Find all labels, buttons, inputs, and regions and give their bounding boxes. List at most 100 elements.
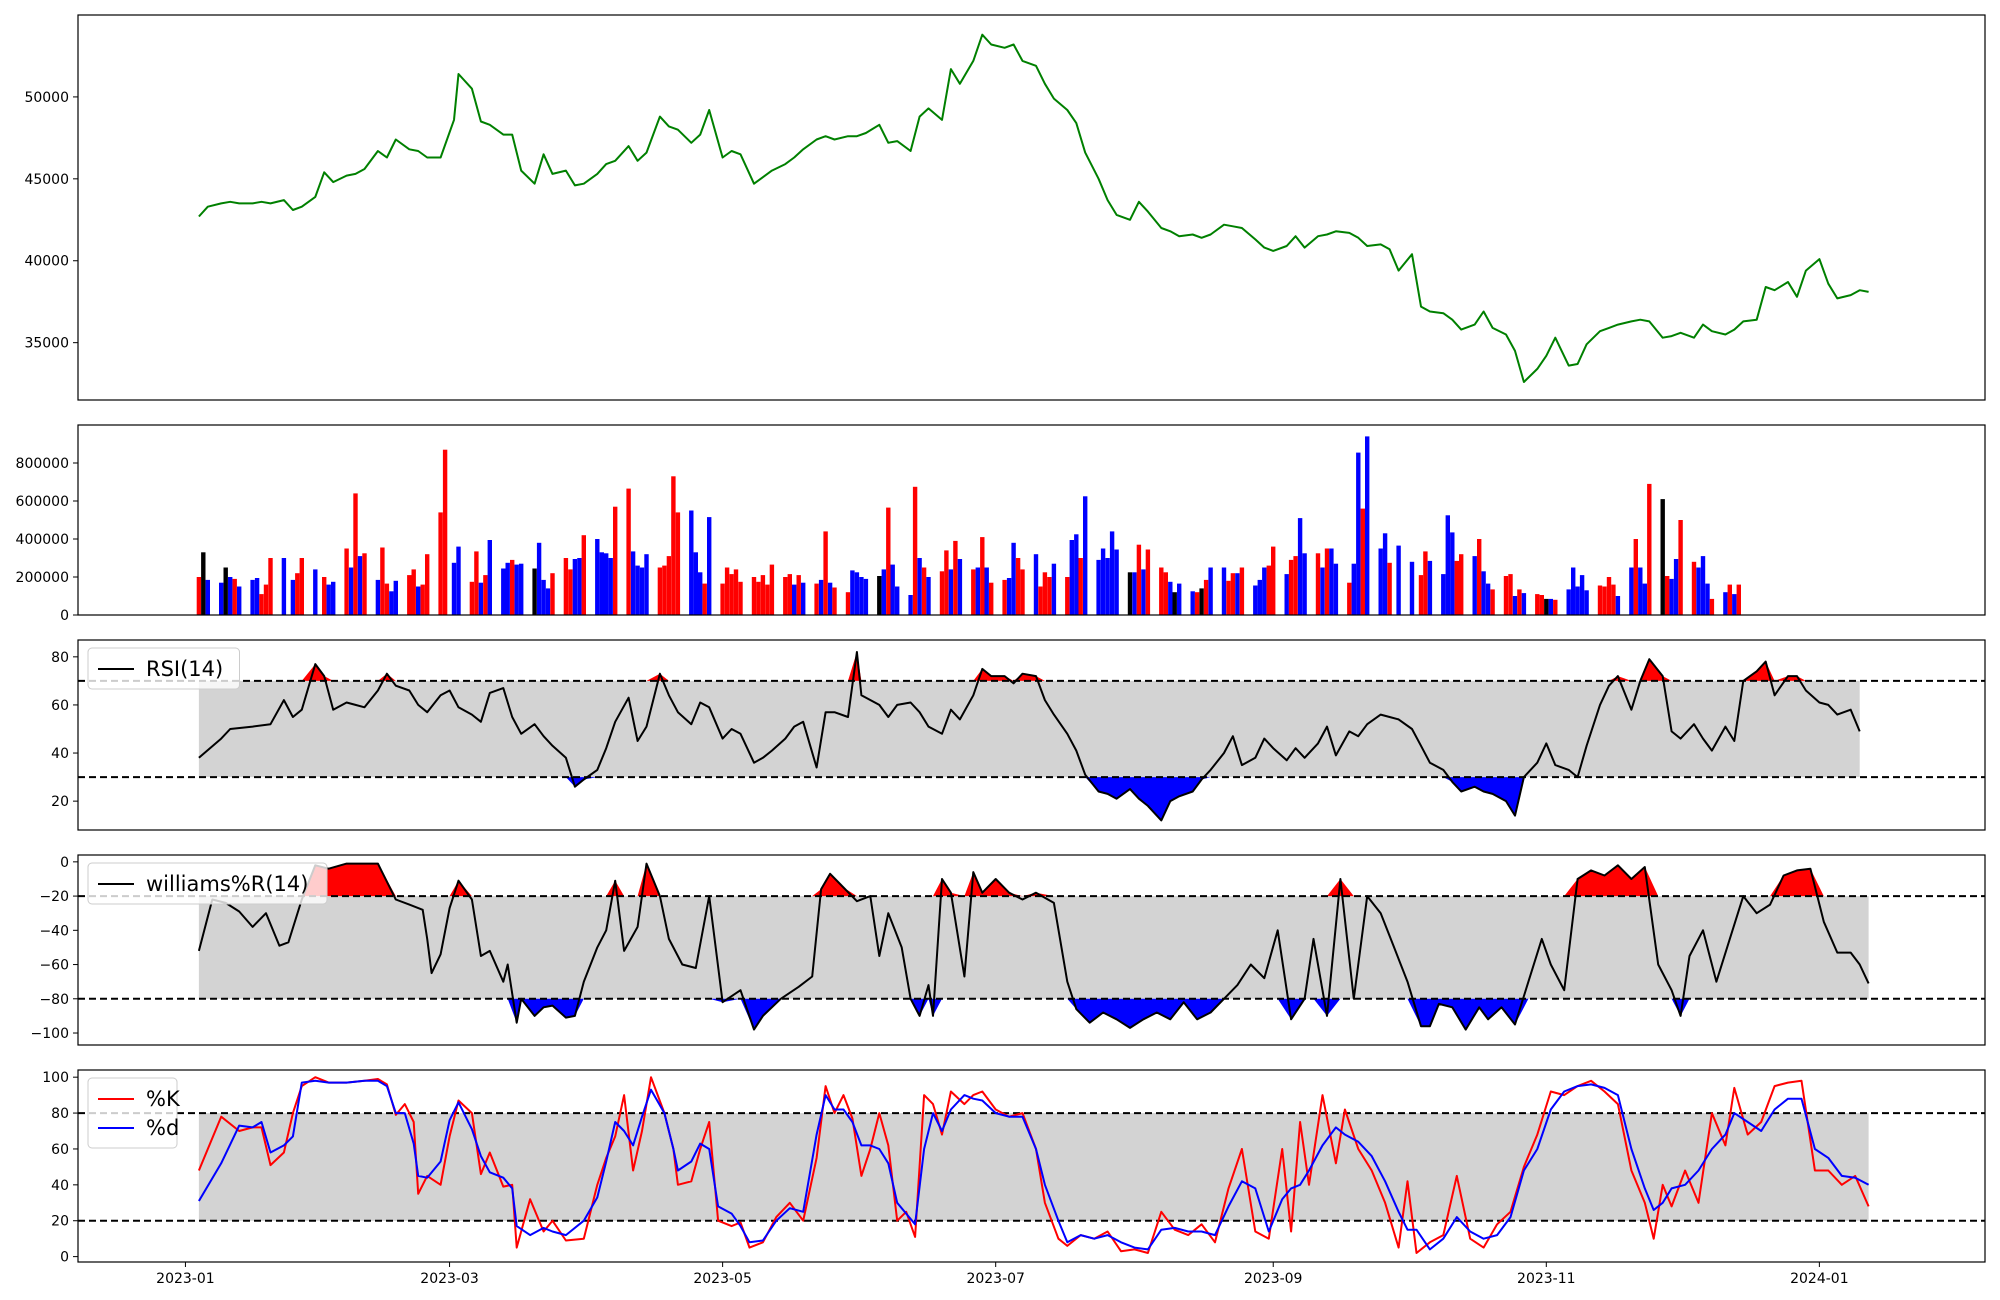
volume-bar: [948, 569, 954, 615]
volume-bar: [1208, 567, 1213, 615]
volume-bar: [975, 567, 980, 615]
volume-bar: [1320, 567, 1325, 615]
volume-bar: [1490, 589, 1495, 615]
y-tick-label: 60: [51, 1142, 69, 1158]
volume-bar: [1177, 583, 1182, 615]
y-tick-label: 50000: [24, 90, 69, 106]
volume-bar: [1221, 567, 1227, 615]
y-tick-label: 0: [60, 855, 69, 871]
volume-bar: [1262, 567, 1267, 615]
volume-bar: [662, 565, 667, 615]
axes-frame: [77, 854, 1986, 1046]
volume-bar: [563, 558, 569, 615]
volume-bar: [331, 581, 336, 616]
volume-bar: [1387, 562, 1392, 616]
volume-bar: [313, 569, 318, 615]
y-tick-label: 0: [60, 608, 69, 624]
volume-bar: [1127, 572, 1133, 616]
axes-frame: [77, 639, 1986, 831]
volume-bar: [1665, 576, 1670, 615]
volume-bar: [707, 517, 712, 615]
volume-bar: [827, 582, 833, 615]
volume-bar: [362, 553, 367, 616]
volume-bar: [792, 584, 797, 615]
series-line: [198, 651, 1861, 822]
volume-bar: [407, 575, 412, 615]
x-tick-label: 2023-01: [156, 1271, 215, 1287]
volume-bar: [1535, 594, 1540, 615]
volume-bar: [953, 540, 958, 615]
y-tick-label: 400000: [16, 532, 69, 548]
volume-bar: [1141, 569, 1146, 615]
volume-bar: [1051, 563, 1057, 615]
axes-frame: [77, 424, 1986, 616]
volume-bar: [1074, 534, 1079, 616]
volume-bar: [724, 567, 730, 615]
volume-bar: [1288, 559, 1294, 615]
volume-bar: [1065, 577, 1070, 615]
y-tick-label: 80: [51, 650, 69, 666]
volume-bar: [756, 581, 761, 616]
volume-bar: [1347, 582, 1352, 615]
volume-bar: [281, 558, 287, 615]
volume-bar: [1284, 574, 1289, 615]
volume-bar: [456, 546, 461, 615]
volume-bar: [729, 574, 734, 615]
volume-bar: [1203, 579, 1209, 615]
volume-bar: [1629, 567, 1634, 615]
volume-bar: [1481, 571, 1486, 615]
oversold-fill: [198, 998, 1869, 1030]
volume-bar: [635, 565, 640, 615]
volume-bar: [290, 579, 296, 615]
volume-bar: [720, 583, 725, 615]
volume-bar: [577, 558, 582, 615]
volume-bar: [1584, 590, 1589, 615]
volume-bar: [765, 584, 770, 615]
volume-bar: [675, 512, 681, 615]
volume-bar: [1427, 560, 1433, 615]
legend-box: [87, 647, 240, 690]
volume-bar: [519, 563, 524, 615]
y-tick-label: 40000: [24, 254, 69, 270]
volume-bar: [1253, 585, 1258, 615]
volume-bar: [644, 554, 649, 615]
volume-bar: [599, 552, 604, 615]
volume-bar: [1660, 499, 1665, 615]
volume-bar: [639, 567, 645, 615]
volume-bar: [1396, 545, 1401, 615]
volume-bar: [1365, 436, 1370, 615]
volume-bar: [760, 575, 766, 615]
volume-bar: [1450, 532, 1455, 615]
volume-bar: [783, 577, 788, 615]
volume-bar: [353, 493, 358, 615]
volume-bar: [1302, 553, 1307, 616]
volume-bar: [237, 586, 242, 615]
volume-bar: [1011, 542, 1016, 615]
volume-bar: [604, 553, 609, 616]
volume-bar: [1351, 563, 1356, 615]
volume-bar: [1078, 558, 1083, 615]
volume-bar: [1575, 586, 1580, 615]
volume-bar: [1105, 558, 1110, 615]
volume-bar: [859, 577, 864, 615]
volume-bar: [1172, 592, 1177, 615]
volume-bar: [478, 582, 484, 615]
volume-bar: [259, 594, 264, 615]
volume-bar: [666, 556, 672, 615]
volume-bar: [608, 558, 613, 615]
volume-bar: [1235, 573, 1240, 615]
volume-bar: [1002, 579, 1007, 615]
volume-bar: [514, 564, 519, 615]
volume-bar: [613, 506, 618, 615]
legend-label: %d: [146, 1116, 179, 1140]
y-tick-label: −80: [39, 992, 69, 1008]
volume-bar: [1727, 584, 1732, 615]
volume-bar: [348, 567, 354, 615]
volume-bar: [1159, 567, 1164, 615]
volume-bar: [823, 531, 828, 615]
legend-box: [87, 1077, 178, 1149]
y-tick-label: 200000: [16, 570, 69, 586]
volume-bar: [890, 564, 895, 615]
volume-bar: [1454, 560, 1459, 615]
